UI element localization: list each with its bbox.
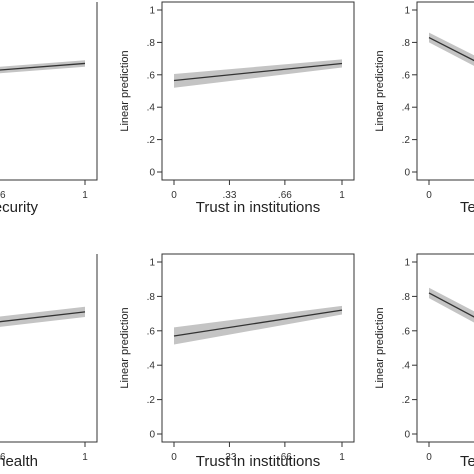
prediction-line — [428, 36, 474, 62]
x-axis-title: Trust in institutions — [196, 199, 321, 216]
y-tick-label: .2 — [147, 395, 156, 406]
prediction-line — [0, 311, 86, 323]
y-tick-label: .4 — [147, 103, 156, 114]
y-tick-label: .4 — [402, 103, 411, 114]
x-axis-title: ce health — [0, 453, 38, 470]
x-axis-title: Te — [460, 199, 474, 216]
plot-frame — [0, 2, 98, 181]
y-tick-label: .8 — [147, 292, 156, 303]
confidence-band — [174, 305, 342, 345]
y-tick-label: .4 — [402, 361, 411, 372]
chart-panel-3: 0 0 .2 .4 .6 .8 1 Linear prediction Te — [374, 1, 474, 216]
x-axis-title: ce security — [0, 199, 38, 216]
y-tick-label: .8 — [402, 292, 411, 303]
y-axis-title: Linear prediction — [119, 50, 131, 131]
y-tick-label: 0 — [404, 430, 410, 441]
confidence-band — [0, 306, 85, 327]
y-tick-label: .4 — [147, 361, 156, 372]
confidence-band — [174, 59, 342, 88]
chart-panel-4: .66 1 ce health — [0, 254, 98, 470]
y-tick-label: 1 — [149, 258, 155, 269]
x-tick-label: 1 — [339, 190, 345, 201]
x-tick-label: .33 — [222, 190, 236, 201]
chart-panel-1: .66 1 ce security — [0, 2, 98, 216]
y-tick-label: .6 — [147, 70, 156, 81]
prediction-line — [0, 62, 86, 71]
prediction-line — [173, 309, 343, 337]
x-tick-label: 1 — [339, 452, 345, 463]
x-tick-label: .66 — [278, 190, 292, 201]
x-axis-title: Trust in institutions — [196, 453, 321, 470]
x-axis-title: Te — [460, 453, 474, 470]
y-tick-label: .2 — [402, 135, 411, 146]
x-tick-label: 1 — [82, 190, 88, 201]
y-tick-label: 1 — [149, 6, 155, 17]
y-axis-title: Linear prediction — [374, 50, 386, 131]
confidence-band — [429, 287, 474, 323]
y-axis-title: Linear prediction — [374, 307, 386, 388]
x-tick-label: .33 — [222, 452, 236, 463]
y-tick-label: 1 — [404, 6, 410, 17]
y-tick-label: 0 — [149, 430, 155, 441]
x-tick-label: 0 — [426, 452, 432, 463]
plot-frame — [0, 254, 98, 443]
prediction-line — [428, 292, 474, 318]
y-tick-label: 0 — [404, 168, 410, 179]
plot-frame — [161, 1, 355, 181]
chart-panel-5: 0 .33 .66 1 0 .2 .4 .6 .8 1 Linear prediction Trust… — [119, 253, 355, 470]
y-tick-label: 1 — [404, 258, 410, 269]
plot-frame — [416, 253, 474, 443]
y-tick-label: .8 — [402, 38, 411, 49]
y-tick-label: .6 — [147, 326, 156, 337]
x-tick-label: .66 — [0, 452, 6, 463]
y-tick-label: .8 — [147, 38, 156, 49]
y-tick-label: 0 — [149, 168, 155, 179]
chart-panel-6: 0 0 .2 .4 .6 .8 1 Linear prediction Te — [374, 253, 474, 470]
plot-frame — [161, 253, 355, 443]
plot-frame — [416, 1, 474, 181]
x-tick-label: 0 — [171, 190, 177, 201]
y-tick-label: .2 — [147, 135, 156, 146]
x-tick-label: 1 — [82, 452, 88, 463]
y-tick-label: .2 — [402, 395, 411, 406]
x-tick-label: .66 — [278, 452, 292, 463]
y-tick-label: .6 — [402, 326, 411, 337]
y-axis-title: Linear prediction — [119, 307, 131, 388]
confidence-band — [429, 32, 474, 66]
x-tick-label: 0 — [171, 452, 177, 463]
chart-panel-2: 0 .33 .66 1 0 .2 .4 .6 .8 1 Linear prediction Trust… — [119, 1, 355, 216]
y-tick-label: .6 — [402, 70, 411, 81]
prediction-line — [173, 62, 343, 82]
x-tick-label: 0 — [426, 190, 432, 201]
x-tick-label: .66 — [0, 190, 6, 201]
